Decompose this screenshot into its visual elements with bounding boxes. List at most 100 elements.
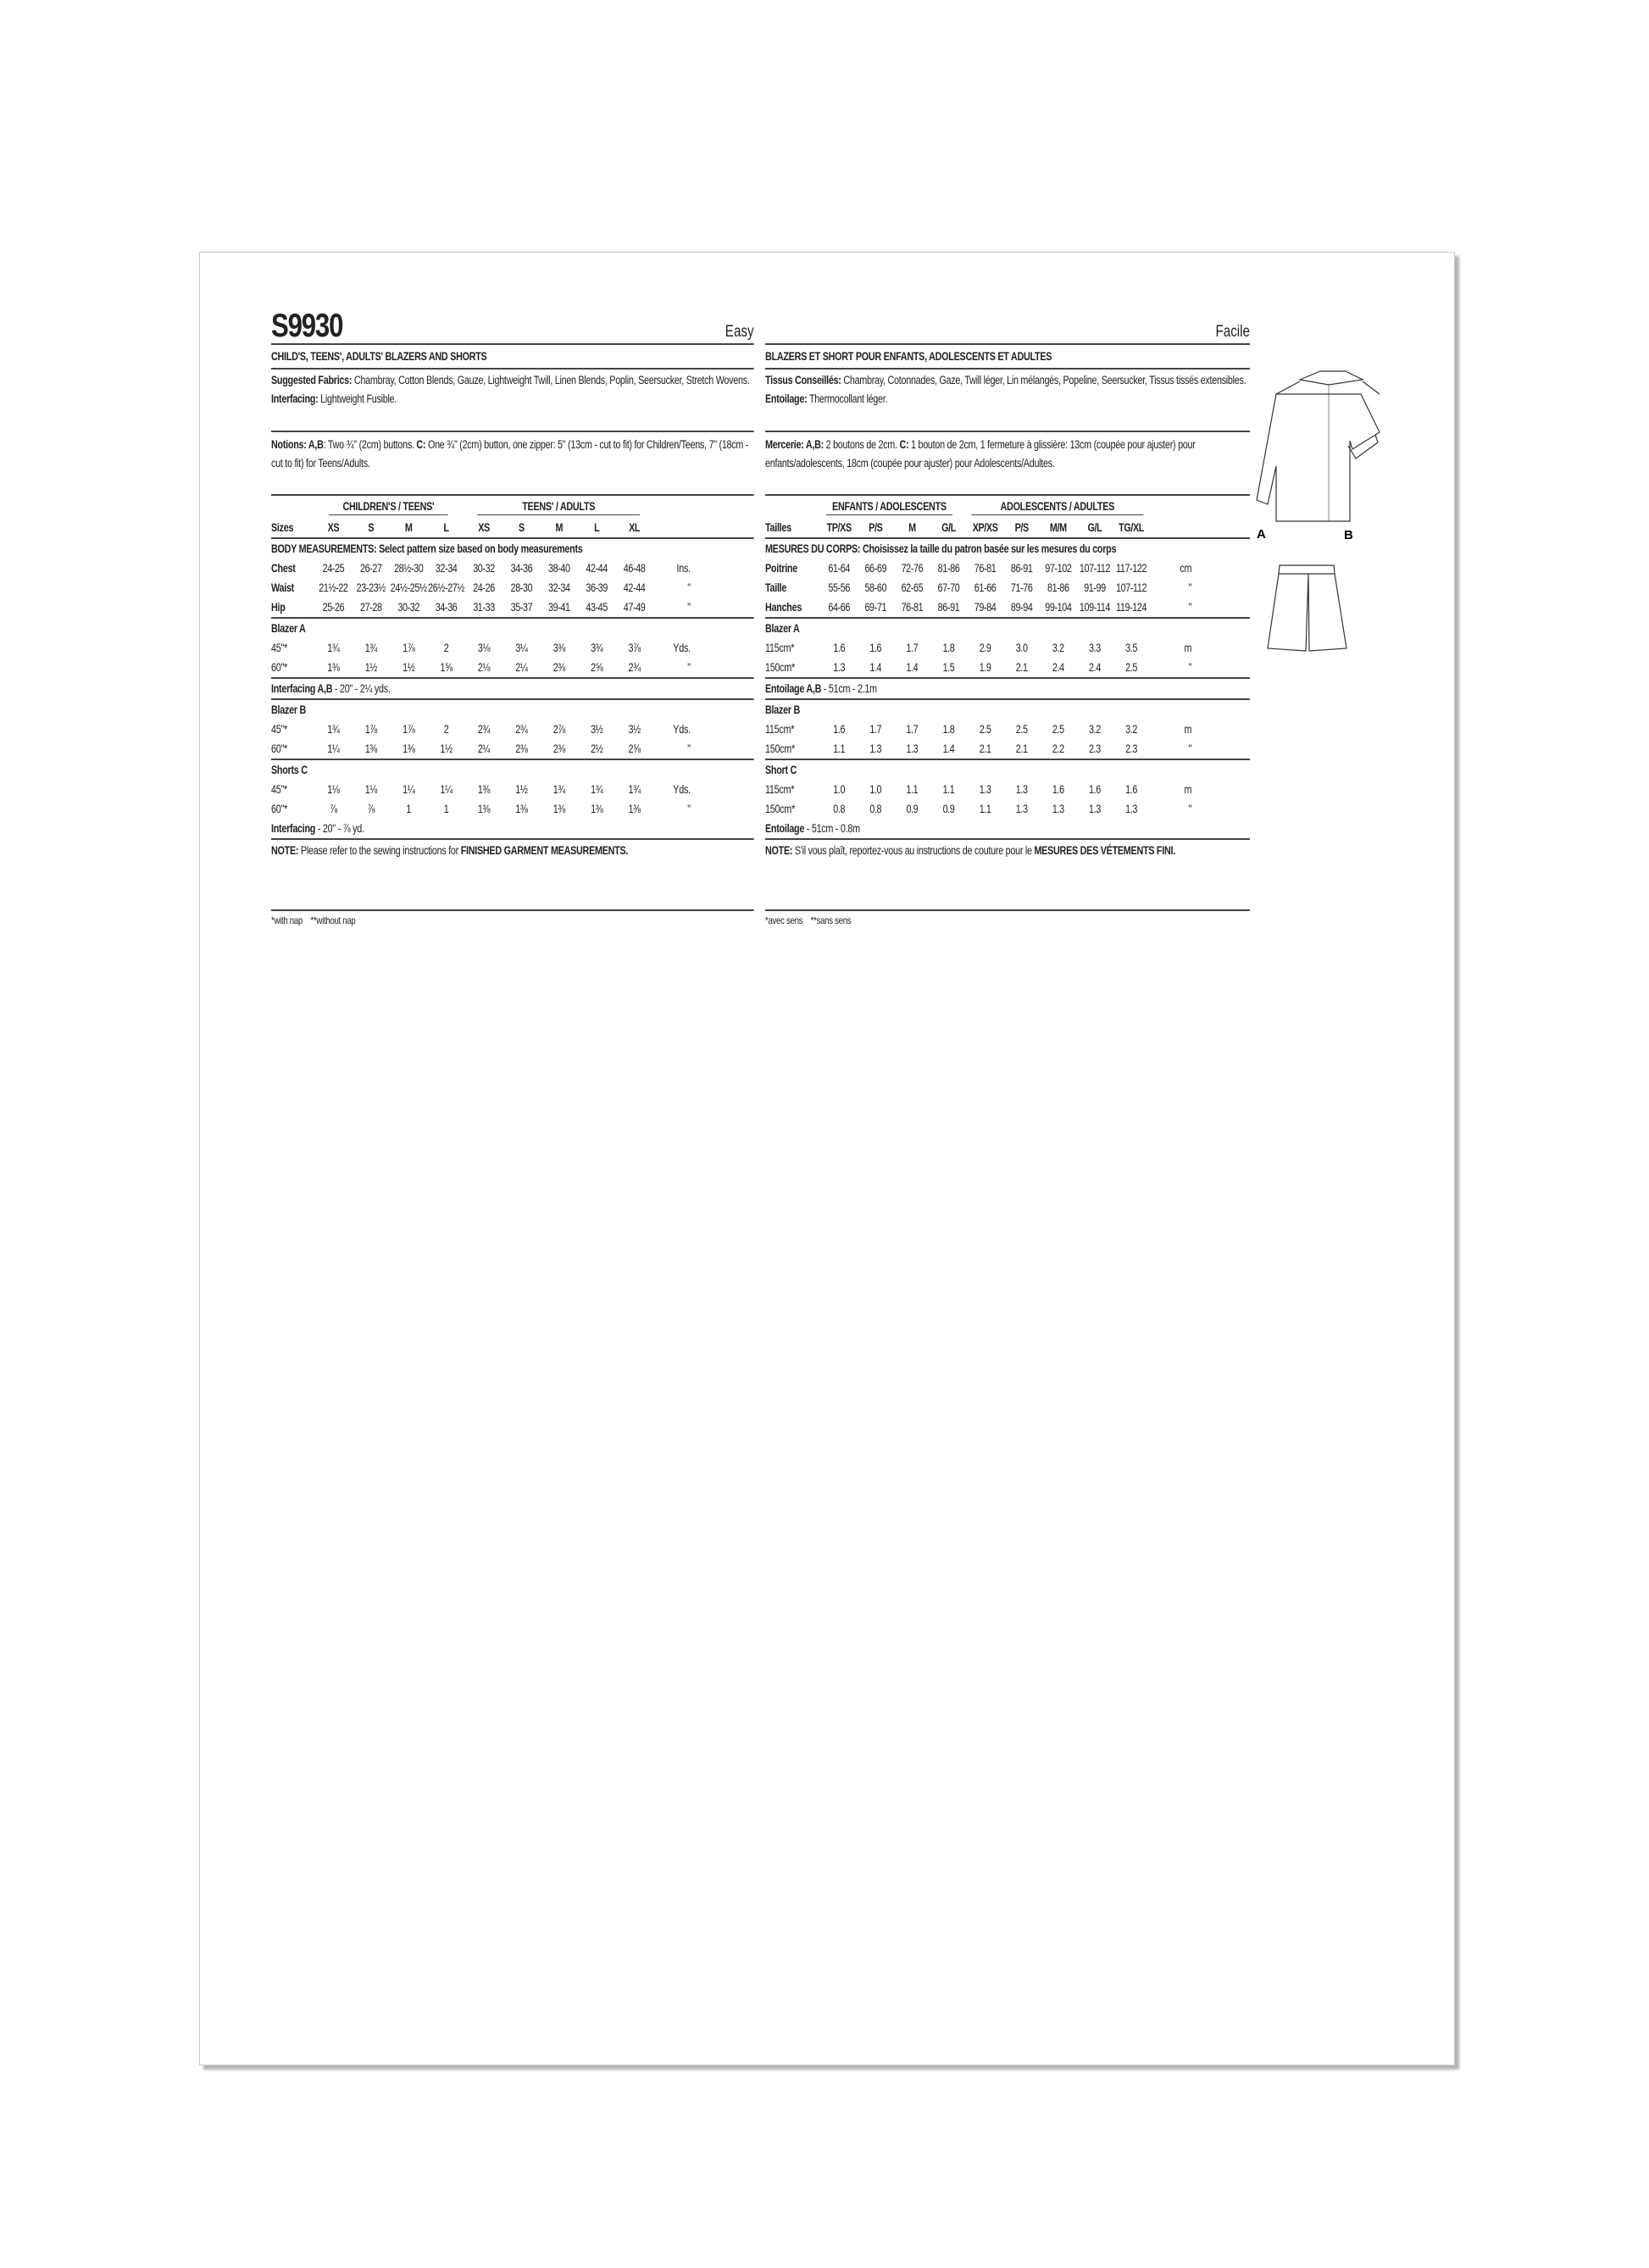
- cell: 1⅜: [515, 803, 528, 815]
- size-cell: XS: [478, 521, 490, 534]
- note-text: S'il vous plaît, reportez-vous au instru…: [792, 844, 1035, 857]
- cell: 1¾: [591, 783, 603, 796]
- cell: 1¾: [364, 642, 378, 654]
- size-cell: L: [594, 521, 600, 534]
- cell: 91-99: [1084, 581, 1106, 594]
- cell: 35-37: [510, 601, 533, 614]
- cell: 76-81: [901, 601, 924, 614]
- suggested-fabrics: Tissus Conseillés: Chambray, Cotonnades,…: [765, 370, 1250, 432]
- unit: Ins.: [676, 562, 691, 575]
- cell: 0.9: [906, 803, 919, 815]
- cell: 3¾: [591, 642, 603, 654]
- yardage-row: 45"* 1¾ 1⅞ 1⅞ 2 2¾ 2¾ 2⅞ 3½ 3½ Yds.: [271, 720, 754, 739]
- cell: 43-45: [586, 601, 608, 614]
- cell: 1⅛: [327, 783, 340, 796]
- cell: 89-94: [1010, 601, 1033, 614]
- cell: 1⅜: [591, 803, 603, 815]
- cell: 107-112: [1079, 562, 1110, 575]
- cell: 1⅜: [364, 742, 378, 755]
- cell: 21½-22: [319, 581, 348, 594]
- body-measurement-row: Hip 25-26 27-28 30-32 34-36 31-33 35-37 39-41 43…: [271, 598, 754, 619]
- cell: 3½: [628, 723, 641, 736]
- size-cell: S: [368, 521, 375, 534]
- yardage-row: 150cm* 0.8 0.8 0.9 0.9 1.1 1.3 1.3 1.3 1.3 ": [765, 799, 1250, 819]
- cell: 2¾: [515, 723, 528, 736]
- cell: 2: [443, 723, 449, 736]
- interfacing-label: Interfacing A,B: [271, 682, 333, 695]
- cell: 61-66: [974, 581, 997, 594]
- yardage-row: 150cm* 1.1 1.3 1.3 1.4 2.1 2.1 2.2 2.3 2.3 ": [765, 739, 1250, 760]
- section-title: Blazer B: [271, 703, 306, 716]
- row-label: 115cm*: [765, 783, 795, 796]
- unit: ": [1188, 661, 1192, 674]
- cell: 0.9: [942, 803, 955, 815]
- cell: 3⅛: [477, 642, 491, 654]
- cell: 1.6: [1125, 783, 1137, 796]
- interfacing-text: Lightweight Fusible.: [318, 392, 397, 405]
- cell: 2¼: [515, 661, 528, 674]
- cell: 1.1: [979, 803, 991, 815]
- size-group-1: ENFANTS / ADOLESCENTS: [826, 499, 952, 515]
- row-label: 115cm*: [765, 723, 795, 736]
- header: Facile: [765, 309, 1250, 345]
- fabrics-label: Tissus Conseillés:: [765, 374, 841, 386]
- cell: 0.8: [833, 803, 846, 815]
- cell: 1⅜: [552, 803, 566, 815]
- cell: 2.5: [1052, 723, 1064, 736]
- french-column: Facile BLAZERS ET SHORT POUR ENFANTS, ADO…: [765, 309, 1250, 928]
- cell: 2.9: [979, 642, 991, 654]
- yardage-row: 150cm* 1.3 1.4 1.4 1.5 1.9 2.1 2.4 2.4 2.5 ": [765, 658, 1250, 679]
- row-label: 150cm*: [765, 742, 795, 755]
- cell: 2⅞: [552, 723, 566, 736]
- section-title: Blazer A: [271, 622, 306, 635]
- size-group-1: CHILDREN'S / TEENS': [329, 499, 448, 515]
- cell: 1.8: [942, 642, 955, 654]
- cell: 1⅞: [364, 723, 378, 736]
- size-cell: TP/XS: [826, 521, 852, 534]
- interfacing-label: Interfacing: [271, 822, 316, 835]
- body-measurement-row: Poitrine 61-64 66-69 72-76 81-86 76-81 86-91 97…: [765, 559, 1250, 578]
- cell: 2½: [591, 742, 603, 755]
- cell: 30-32: [397, 601, 420, 614]
- yardage-row: 115cm* 1.6 1.6 1.7 1.8 2.9 3.0 3.2 3.3 3.5 m: [765, 638, 1250, 658]
- fabrics-label: Suggested Fabrics:: [271, 374, 353, 386]
- row-label: 60"*: [271, 742, 287, 755]
- difficulty-level: Easy: [725, 323, 754, 341]
- size-cell: TG/XL: [1119, 521, 1144, 534]
- yardage-row: 115cm* 1.0 1.0 1.1 1.1 1.3 1.3 1.6 1.6 1.6 m: [765, 780, 1250, 799]
- cell: 55-56: [828, 581, 850, 594]
- cell: 79-84: [974, 601, 997, 614]
- yardage-row: 60"* 1⅜ 1½ 1½ 1⅝ 2⅛ 2¼ 2⅜ 2⅝ 2¾ ": [271, 658, 754, 679]
- cell: 66-69: [864, 562, 887, 575]
- cell: 1⅜: [403, 742, 415, 755]
- unit: ": [1188, 742, 1192, 755]
- note-label: NOTE:: [765, 844, 793, 857]
- cell: 69-71: [864, 601, 887, 614]
- cell: 1.7: [906, 723, 919, 736]
- size-cell: G/L: [1087, 521, 1102, 534]
- cell: 26½-27½: [428, 581, 465, 594]
- sizes-row: Tailles TP/XS P/S M G/L XP/XS P/S M/M G/L TG/XL: [765, 520, 1250, 539]
- cell: 81-86: [1047, 581, 1069, 594]
- cell: 31-33: [473, 601, 495, 614]
- cell: 3½: [591, 723, 603, 736]
- cell: 2.5: [979, 723, 991, 736]
- note-label: NOTE:: [271, 844, 299, 857]
- cell: 1⅜: [327, 661, 340, 674]
- cell: 30-32: [473, 562, 495, 575]
- interfacing-label: Entoilage: [765, 822, 805, 835]
- interfacing-label: Entoilage:: [765, 392, 808, 405]
- cell: 1½: [515, 783, 528, 796]
- cell: 99-104: [1045, 601, 1072, 614]
- cell: 1.4: [942, 742, 955, 755]
- cell: 42-44: [586, 562, 608, 575]
- cell: 2.4: [1052, 661, 1064, 674]
- suggested-fabrics: Suggested Fabrics: Chambray, Cotton Blen…: [271, 370, 754, 432]
- row-label: Poitrine: [765, 562, 797, 575]
- cell: 24½-25½: [390, 581, 427, 594]
- header: S9930 Easy: [271, 308, 754, 345]
- body-measurement-row: Chest 24-25 26-27 28½-30 32-34 30-32 34-36 38-4…: [271, 559, 754, 578]
- pattern-title: CHILD'S, TEENS', ADULTS' BLAZERS AND SHO…: [271, 345, 754, 370]
- interfacing-row: Interfacing - 20" - ⅞ yd.: [271, 819, 754, 840]
- cell: 38-40: [547, 562, 570, 575]
